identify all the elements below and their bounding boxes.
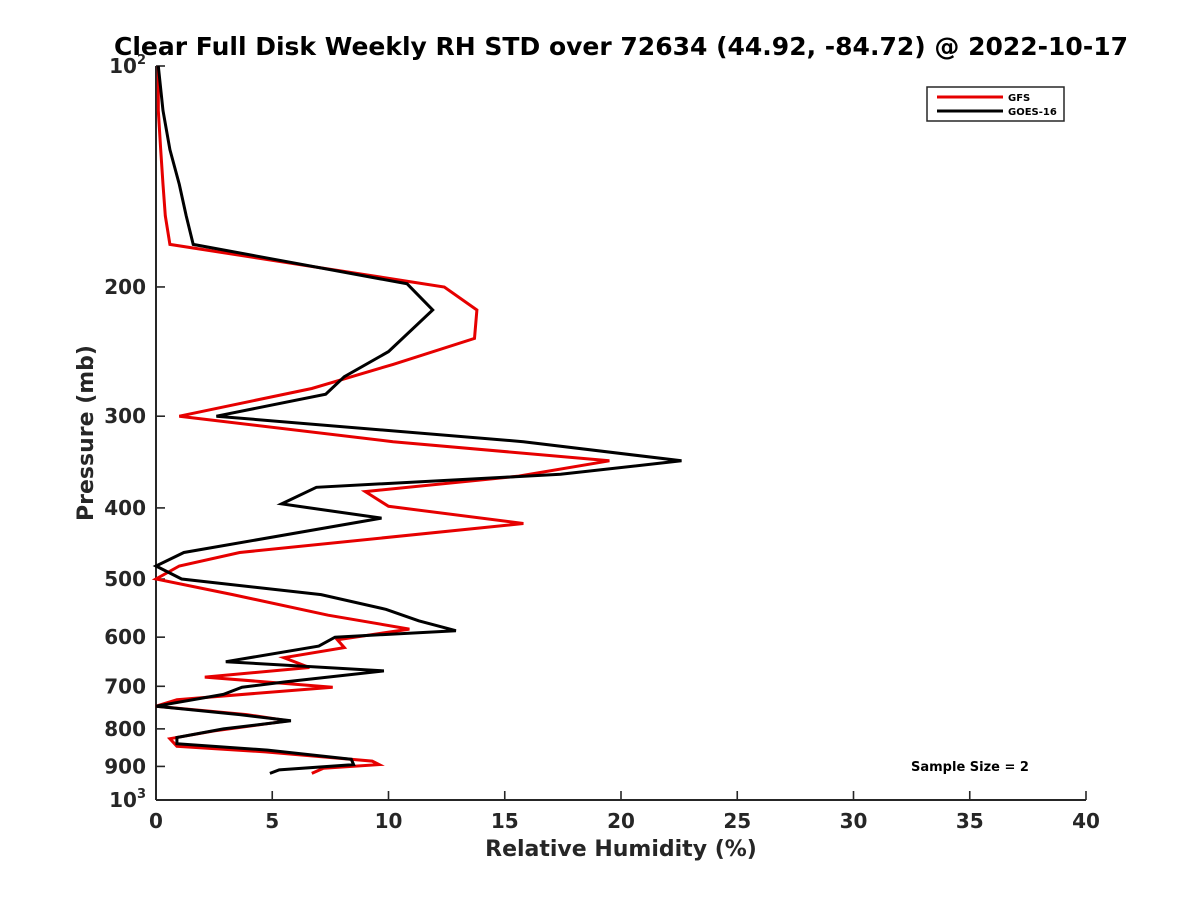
y-tick-label: 800 <box>104 717 146 741</box>
legend-label-gfs: GFS <box>1008 93 1030 104</box>
y-tick-label: 200 <box>104 275 146 299</box>
x-tick-label: 0 <box>149 809 163 833</box>
x-tick-label: 10 <box>375 809 403 833</box>
y-tick-label: 900 <box>104 754 146 778</box>
y-tick-label: 300 <box>104 404 146 428</box>
x-tick-label: 35 <box>956 809 984 833</box>
series-layer <box>151 65 682 775</box>
sample-size-annotation: Sample Size = 2 <box>911 760 1029 775</box>
x-tick-label: 25 <box>723 809 751 833</box>
legend: GFS GOES-16 <box>926 86 1065 122</box>
x-axis-label: Relative Humidity (%) <box>485 837 757 862</box>
y-tick-label: 600 <box>104 625 146 649</box>
y-tick-label: 400 <box>104 496 146 520</box>
x-tick-label: 40 <box>1072 809 1100 833</box>
x-tick-label: 30 <box>840 809 868 833</box>
series-line-gfs <box>151 66 610 775</box>
x-tick-label: 15 <box>491 809 519 833</box>
y-axis-label: Pressure (mb) <box>74 345 99 521</box>
chart-title: Clear Full Disk Weekly RH STD over 72634… <box>114 32 1128 61</box>
y-tick-label: 700 <box>104 674 146 698</box>
series-line-goes-16 <box>152 65 682 775</box>
y-tick-label: 500 <box>104 567 146 591</box>
y-tick-label: 103 <box>109 787 146 812</box>
legend-box <box>926 86 1065 122</box>
x-tick-label: 20 <box>607 809 635 833</box>
y-ticks: 102 200 300 400 500 600 700 800 900 103 <box>104 53 165 812</box>
y-tick-label: 102 <box>109 53 146 78</box>
legend-label-goes-16: GOES-16 <box>1008 107 1057 118</box>
x-tick-label: 5 <box>265 809 279 833</box>
x-ticks: 0 5 10 15 20 25 30 35 40 <box>149 791 1100 833</box>
